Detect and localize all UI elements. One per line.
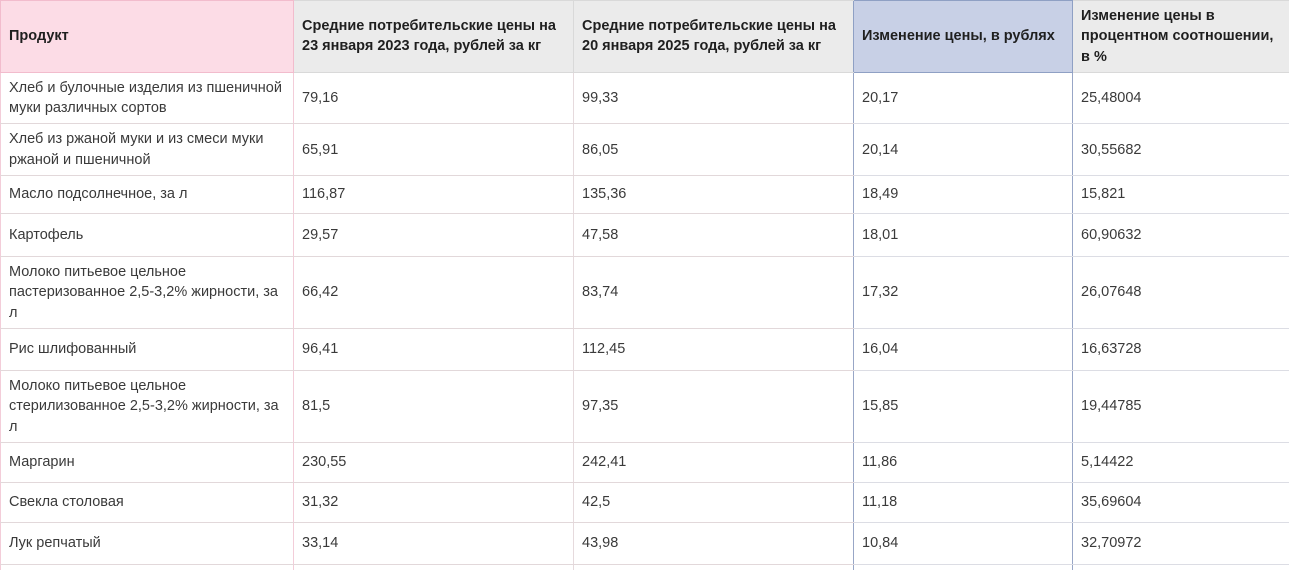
change-pct-cell: 32,70972 [1072, 522, 1289, 565]
price-2025-cell: 47,58 [573, 213, 854, 258]
table-row: Молоко питьевое цельное стерилизованное … [0, 370, 1289, 443]
table-row: Свекла столовая 31,32 42,5 11,18 35,6960… [0, 482, 1289, 523]
table-row: Масло подсолнечное, за л 116,87 135,36 1… [0, 175, 1289, 215]
table-row: Молоко питьевое цельное пастеризованное … [0, 256, 1289, 329]
product-name-cell: Свекла столовая [0, 482, 294, 523]
change-rub-cell: 20,17 [853, 72, 1073, 125]
product-name-cell: Картофель [0, 213, 294, 258]
price-2025-cell: 99,33 [573, 72, 854, 125]
table-row: Маргарин 230,55 242,41 11,86 5,14422 [0, 442, 1289, 483]
product-name-cell: Молоко питьевое цельное стерилизованное … [0, 370, 294, 443]
price-2025-cell: 97,35 [573, 370, 854, 443]
change-rub-cell: 11,18 [853, 482, 1073, 523]
product-name-cell: Рис шлифованный [0, 328, 294, 371]
price-2025-cell: 242,41 [573, 442, 854, 483]
change-rub-cell: 18,49 [853, 175, 1073, 215]
price-2023-cell: 96,41 [293, 328, 574, 371]
price-2025-cell: 64,95 [573, 564, 854, 570]
price-2025-cell: 42,5 [573, 482, 854, 523]
price-2023-cell: 116,87 [293, 175, 574, 215]
change-pct-cell: 14,28823 [1072, 564, 1289, 570]
change-pct-cell: 25,48004 [1072, 72, 1289, 125]
change-pct-cell: 30,55682 [1072, 123, 1289, 177]
change-pct-cell: 15,821 [1072, 175, 1289, 215]
col-header-product: Продукт [0, 0, 294, 73]
price-2025-cell: 135,36 [573, 175, 854, 215]
price-2025-cell: 83,74 [573, 256, 854, 329]
change-pct-cell: 35,69604 [1072, 482, 1289, 523]
price-2023-cell: 66,42 [293, 256, 574, 329]
table-row: Лук репчатый 33,14 43,98 10,84 32,70972 [0, 522, 1289, 565]
change-pct-cell: 60,90632 [1072, 213, 1289, 258]
change-rub-cell: 8,12 [853, 564, 1073, 570]
price-2023-cell: 33,14 [293, 522, 574, 565]
change-rub-cell: 15,85 [853, 370, 1073, 443]
change-rub-cell: 18,01 [853, 213, 1073, 258]
change-pct-cell: 26,07648 [1072, 256, 1289, 329]
table-row: Сахар-песок 56,83 64,95 8,12 14,28823 [0, 564, 1289, 570]
change-rub-cell: 11,86 [853, 442, 1073, 483]
price-2025-cell: 43,98 [573, 522, 854, 565]
product-name-cell: Хлеб и булочные изделия из пшеничной мук… [0, 72, 294, 125]
table-row: Картофель 29,57 47,58 18,01 60,90632 [0, 213, 1289, 258]
table-header-row: Продукт Средние потребительские цены на … [0, 0, 1289, 73]
change-rub-cell: 10,84 [853, 522, 1073, 565]
change-pct-cell: 19,44785 [1072, 370, 1289, 443]
change-pct-cell: 5,14422 [1072, 442, 1289, 483]
change-rub-cell: 17,32 [853, 256, 1073, 329]
price-2025-cell: 86,05 [573, 123, 854, 177]
price-2023-cell: 65,91 [293, 123, 574, 177]
product-name-cell: Молоко питьевое цельное пастеризованное … [0, 256, 294, 329]
product-name-cell: Хлеб из ржаной муки и из смеси муки ржан… [0, 123, 294, 177]
price-2023-cell: 79,16 [293, 72, 574, 125]
price-2023-cell: 29,57 [293, 213, 574, 258]
product-name-cell: Сахар-песок [0, 564, 294, 570]
product-name-cell: Маргарин [0, 442, 294, 483]
table-row: Хлеб из ржаной муки и из смеси муки ржан… [0, 123, 1289, 177]
table-body: Хлеб и булочные изделия из пшеничной мук… [0, 72, 1289, 570]
col-header-change-pct: Изменение цены в процентном соотношении,… [1072, 0, 1289, 73]
col-header-change-rub: Изменение цены, в рублях [853, 0, 1073, 73]
table-row: Хлеб и булочные изделия из пшеничной мук… [0, 72, 1289, 125]
price-2023-cell: 230,55 [293, 442, 574, 483]
price-2025-cell: 112,45 [573, 328, 854, 371]
col-header-price-2025: Средние потребительские цены на 20 январ… [573, 0, 854, 73]
price-2023-cell: 31,32 [293, 482, 574, 523]
price-2023-cell: 81,5 [293, 370, 574, 443]
product-name-cell: Лук репчатый [0, 522, 294, 565]
change-pct-cell: 16,63728 [1072, 328, 1289, 371]
product-name-cell: Масло подсолнечное, за л [0, 175, 294, 215]
change-rub-cell: 20,14 [853, 123, 1073, 177]
table-row: Рис шлифованный 96,41 112,45 16,04 16,63… [0, 328, 1289, 371]
price-2023-cell: 56,83 [293, 564, 574, 570]
change-rub-cell: 16,04 [853, 328, 1073, 371]
col-header-price-2023: Средние потребительские цены на 23 январ… [293, 0, 574, 73]
